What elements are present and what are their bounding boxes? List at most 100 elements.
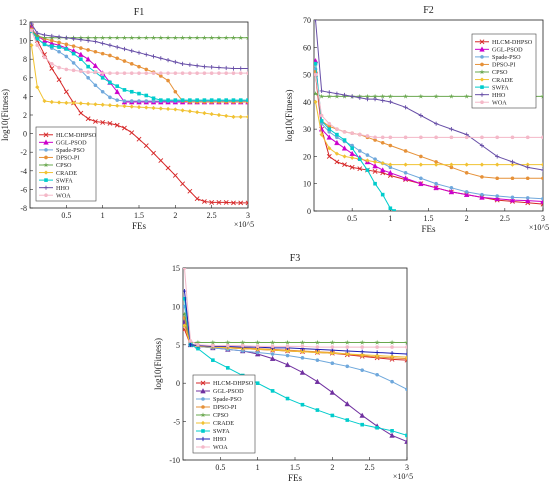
data-point bbox=[85, 116, 91, 122]
data-point bbox=[389, 432, 395, 438]
data-point bbox=[64, 35, 69, 40]
data-point bbox=[315, 350, 320, 355]
y-tick-label: 8 bbox=[23, 55, 27, 64]
data-point bbox=[357, 166, 363, 172]
series-woa bbox=[183, 268, 407, 349]
data-point bbox=[92, 119, 98, 124]
legend-label: SWFA bbox=[492, 84, 509, 91]
data-point bbox=[150, 35, 157, 40]
data-point bbox=[93, 70, 98, 75]
data-point bbox=[380, 140, 385, 145]
y-tick-label: 5 bbox=[176, 341, 180, 350]
x-tick-label: 2.5 bbox=[500, 214, 510, 223]
data-point bbox=[173, 107, 178, 112]
data-point bbox=[387, 169, 394, 176]
data-point bbox=[245, 200, 248, 206]
data-point bbox=[136, 104, 142, 110]
data-point bbox=[342, 138, 347, 142]
data-point bbox=[71, 68, 76, 73]
data-point bbox=[329, 389, 336, 395]
legend-swatch-marker bbox=[479, 92, 485, 97]
chart-title: F2 bbox=[423, 5, 434, 16]
data-point bbox=[34, 33, 40, 39]
data-point bbox=[107, 103, 113, 108]
legend-swatch-marker bbox=[44, 193, 48, 198]
data-point bbox=[209, 98, 214, 102]
data-point bbox=[165, 106, 171, 112]
data-point bbox=[78, 110, 84, 116]
data-point bbox=[375, 345, 379, 349]
y-tick-label: -5 bbox=[173, 418, 180, 427]
data-point bbox=[114, 88, 120, 95]
data-point bbox=[270, 352, 275, 356]
data-point bbox=[56, 100, 62, 105]
data-point bbox=[42, 98, 47, 104]
data-point bbox=[195, 63, 200, 68]
data-point bbox=[79, 69, 83, 74]
y-tick-label: 4 bbox=[23, 92, 27, 101]
data-point bbox=[180, 98, 185, 102]
data-point bbox=[100, 41, 105, 46]
data-point bbox=[115, 71, 119, 75]
data-point bbox=[224, 71, 228, 75]
data-point bbox=[404, 351, 407, 357]
data-point bbox=[115, 98, 119, 102]
data-point bbox=[173, 98, 178, 102]
data-point bbox=[196, 343, 200, 347]
legend-swatch-marker bbox=[43, 162, 49, 168]
data-point bbox=[172, 173, 178, 178]
data-point bbox=[209, 35, 215, 40]
series-woa bbox=[30, 28, 248, 75]
data-point bbox=[327, 121, 332, 126]
data-point bbox=[270, 389, 275, 393]
x-tick-label: 3 bbox=[405, 463, 409, 472]
data-point bbox=[158, 106, 163, 111]
legend-swatch-marker bbox=[201, 445, 205, 449]
legend-swatch-marker bbox=[479, 77, 485, 82]
data-point bbox=[345, 418, 350, 422]
legend-swatch-marker bbox=[200, 420, 206, 426]
y-tick-label: -4 bbox=[20, 167, 27, 176]
data-point bbox=[299, 369, 306, 375]
data-point bbox=[418, 113, 423, 118]
legend-swatch-marker bbox=[43, 185, 49, 190]
data-point bbox=[41, 35, 48, 40]
data-point bbox=[129, 130, 135, 136]
legend-label: HHO bbox=[213, 436, 227, 443]
data-point bbox=[151, 105, 156, 111]
data-point bbox=[85, 35, 91, 40]
data-point bbox=[86, 48, 90, 52]
data-point bbox=[129, 62, 134, 66]
data-point bbox=[188, 342, 193, 347]
data-point bbox=[380, 161, 385, 166]
data-point bbox=[380, 192, 385, 197]
data-point bbox=[284, 361, 291, 368]
data-point bbox=[136, 50, 142, 55]
data-point bbox=[226, 366, 230, 370]
series-cpso bbox=[30, 28, 248, 40]
data-point bbox=[196, 346, 200, 351]
legend: HLCM-DHPSOGGL-PSODSpade-PSODPSO-PICPSOCR… bbox=[35, 126, 97, 202]
data-point bbox=[403, 149, 408, 153]
data-point bbox=[314, 72, 318, 77]
data-point bbox=[495, 162, 500, 167]
data-point bbox=[211, 358, 215, 362]
data-point bbox=[238, 35, 244, 40]
y-tick-label: 0 bbox=[176, 379, 180, 388]
data-point bbox=[344, 401, 350, 407]
legend-swatch-marker bbox=[480, 55, 484, 59]
data-point bbox=[30, 22, 34, 26]
data-point bbox=[405, 387, 407, 392]
data-point bbox=[480, 175, 484, 179]
data-point bbox=[194, 196, 200, 202]
data-point bbox=[464, 93, 470, 99]
data-point bbox=[78, 35, 84, 40]
data-point bbox=[57, 49, 61, 54]
data-point bbox=[238, 98, 243, 102]
data-point bbox=[226, 343, 230, 348]
data-point bbox=[78, 37, 83, 42]
x-tick-label: 2.5 bbox=[365, 463, 375, 472]
data-point bbox=[35, 36, 40, 41]
data-point bbox=[299, 339, 306, 345]
legend-swatch-marker bbox=[200, 380, 206, 386]
